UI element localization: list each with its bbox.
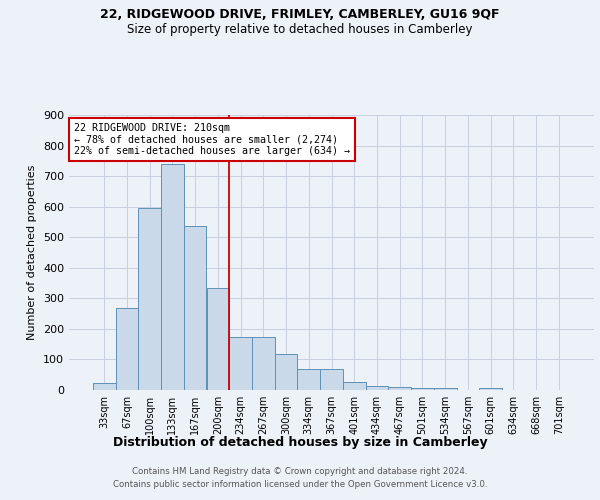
Text: Contains public sector information licensed under the Open Government Licence v3: Contains public sector information licen…	[113, 480, 487, 489]
Text: 22, RIDGEWOOD DRIVE, FRIMLEY, CAMBERLEY, GU16 9QF: 22, RIDGEWOOD DRIVE, FRIMLEY, CAMBERLEY,…	[100, 8, 500, 20]
Text: 22 RIDGEWOOD DRIVE: 210sqm
← 78% of detached houses are smaller (2,274)
22% of s: 22 RIDGEWOOD DRIVE: 210sqm ← 78% of deta…	[74, 123, 350, 156]
Bar	[298, 369, 320, 390]
Bar	[229, 336, 252, 390]
Bar	[93, 384, 116, 390]
Bar	[275, 354, 298, 390]
Text: Contains HM Land Registry data © Crown copyright and database right 2024.: Contains HM Land Registry data © Crown c…	[132, 467, 468, 476]
Bar	[252, 336, 275, 390]
Bar	[343, 382, 365, 390]
Bar	[434, 388, 457, 390]
Bar	[411, 388, 434, 390]
Bar	[139, 208, 161, 390]
Bar	[116, 308, 139, 390]
Y-axis label: Number of detached properties: Number of detached properties	[28, 165, 37, 340]
Text: Distribution of detached houses by size in Camberley: Distribution of detached houses by size …	[113, 436, 487, 449]
Bar	[479, 388, 502, 390]
Text: Size of property relative to detached houses in Camberley: Size of property relative to detached ho…	[127, 22, 473, 36]
Bar	[388, 387, 411, 390]
Bar	[320, 369, 343, 390]
Bar	[206, 288, 229, 390]
Bar	[161, 164, 184, 390]
Bar	[184, 226, 206, 390]
Bar	[365, 386, 388, 390]
